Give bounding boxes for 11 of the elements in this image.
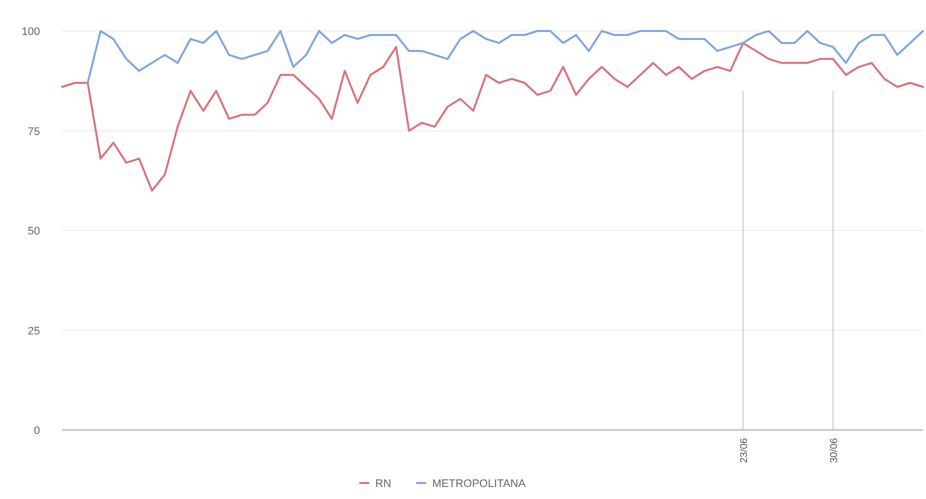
legend-label: RN <box>375 478 392 490</box>
x-tick-label: 30/06 <box>829 438 840 464</box>
y-tick-label: 100 <box>22 26 40 38</box>
line-series <box>86 30 924 84</box>
y-tick-label: 50 <box>28 226 40 238</box>
y-tick-label: 25 <box>28 325 40 338</box>
x-tick-label: 23/06 <box>739 438 750 464</box>
y-tick-label: 0 <box>34 425 40 437</box>
legend-label: METROPOLITANA <box>432 478 526 490</box>
line-series <box>61 42 924 192</box>
y-tick-label: 75 <box>28 126 40 138</box>
